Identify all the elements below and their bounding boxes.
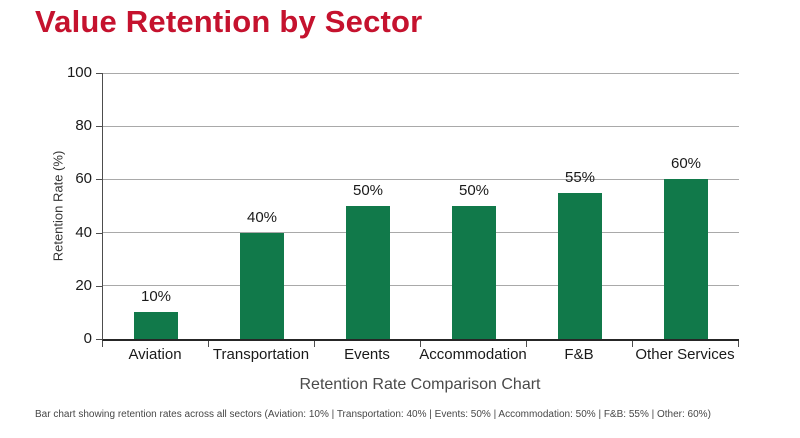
y-tick-mark	[96, 285, 102, 287]
y-tick-label: 80	[75, 117, 92, 135]
bar-value-label: 60%	[670, 155, 702, 173]
bar-accommodation	[452, 206, 496, 339]
x-tick-mark	[738, 341, 739, 347]
x-category-label: Accommodation	[419, 346, 527, 363]
x-tick-mark	[632, 341, 633, 347]
y-tick-label: 0	[83, 330, 92, 347]
y-tick-label: 40	[75, 223, 92, 241]
y-tick-mark	[96, 179, 102, 181]
bar-value-label: 55%	[564, 168, 596, 186]
gridline-60	[103, 178, 739, 180]
y-tick-mark	[96, 126, 102, 128]
bar-other-services	[664, 179, 708, 339]
y-tick-mark	[96, 73, 102, 74]
gridline-80	[103, 125, 739, 127]
x-category-label: Events	[344, 346, 390, 363]
x-category-label: Other Services	[635, 346, 735, 363]
y-axis-title: Retention Rate (%)	[50, 150, 66, 262]
x-axis-title: Retention Rate Comparison Chart	[299, 376, 541, 393]
plot-area: 10% 40% 50% 50% 55% 60%	[102, 72, 739, 341]
x-tick-mark	[208, 341, 209, 347]
gridline-100	[103, 72, 739, 74]
gridline-40	[103, 232, 739, 234]
x-tick-mark	[102, 341, 103, 347]
y-tick-label: 100	[66, 64, 92, 81]
bar-value-label: 50%	[352, 182, 384, 199]
y-tick-label: 20	[75, 276, 92, 294]
bar-value-label: 40%	[246, 208, 278, 226]
bar-events	[346, 206, 390, 339]
bar-value-label: 50%	[458, 182, 490, 199]
x-category-label: F&B	[564, 346, 594, 363]
bar-value-label: 10%	[140, 288, 172, 306]
x-tick-mark	[420, 341, 421, 347]
x-category-label: Aviation	[128, 346, 182, 363]
bar-f-b	[558, 192, 602, 339]
bar-transportation	[240, 232, 284, 339]
gridline-20	[103, 285, 739, 287]
y-tick-mark	[96, 339, 102, 340]
bar-aviation	[134, 312, 178, 339]
page-title: Value Retention by Sector	[35, 4, 423, 39]
y-tick-mark	[96, 232, 102, 234]
y-tick-label: 60	[75, 170, 92, 188]
x-category-label: Transportation	[212, 346, 310, 363]
x-tick-mark	[526, 341, 527, 347]
x-tick-mark	[314, 341, 315, 347]
footer-caption: Bar chart showing retention rates across…	[35, 409, 711, 420]
